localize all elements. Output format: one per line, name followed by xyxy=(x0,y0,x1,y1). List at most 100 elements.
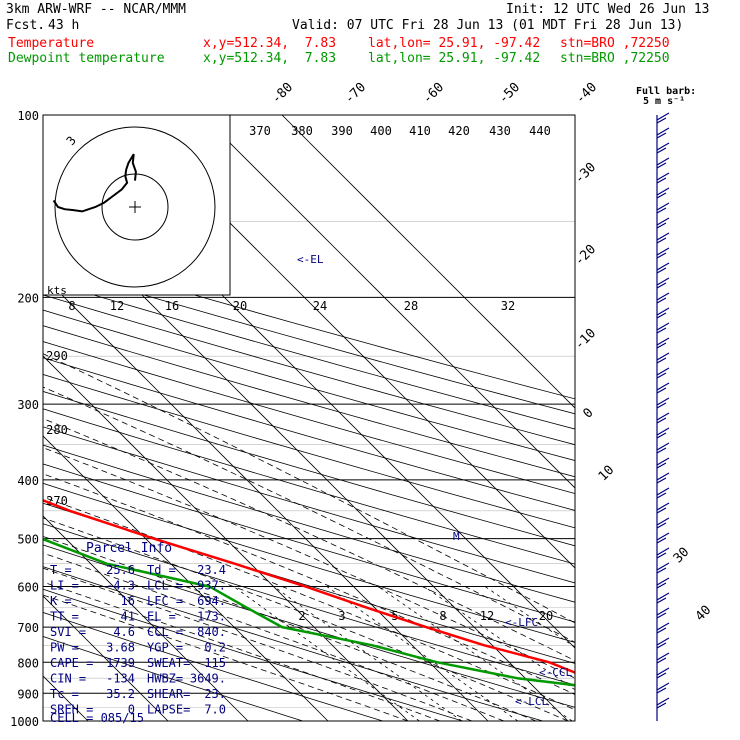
wind-barb-half xyxy=(656,237,667,244)
pressure-label: 500 xyxy=(17,533,39,547)
wind-barb-half xyxy=(656,312,667,319)
parcel-info-cell: CELL = 085/15 xyxy=(50,711,144,725)
wind-barb xyxy=(656,262,670,271)
dry-adiabat-line xyxy=(43,523,575,686)
wind-barb-half xyxy=(656,582,667,589)
wind-barb-half xyxy=(656,327,667,334)
parcel-row-value: 0 xyxy=(128,703,135,717)
temperature-profile xyxy=(43,498,575,674)
theta-label: 420 xyxy=(448,124,470,138)
wind-barb-half xyxy=(656,537,667,544)
mixing-ratio-line xyxy=(233,586,420,721)
dewpoint-profile xyxy=(43,537,575,687)
isotherm-label: -70 xyxy=(342,80,369,107)
isotherm-label: 30 xyxy=(671,545,693,567)
hodograph-speed-label: 16 xyxy=(165,299,179,313)
wind-barb-title: Full barb: xyxy=(636,86,696,97)
mixing-ratio-label: 2 xyxy=(298,609,305,623)
wind-barb-half xyxy=(656,267,667,274)
wind-barb xyxy=(656,667,670,676)
wind-barb xyxy=(656,652,670,661)
hodograph-speed-label: 32 xyxy=(501,299,515,313)
wind-barb xyxy=(656,592,670,601)
dry-adiabat-line xyxy=(43,309,575,461)
dry-adiabat-line xyxy=(43,444,575,603)
parcel-row-label2: YGP = xyxy=(147,641,183,655)
parcel-row-label: SREH = xyxy=(50,703,93,717)
dry-adiabat-line xyxy=(43,250,575,400)
wind-barb xyxy=(656,202,670,211)
wind-barb xyxy=(656,502,670,511)
wind-barb xyxy=(656,187,670,196)
isotherm-label: -50 xyxy=(496,80,523,107)
mixing-ratio-line xyxy=(424,586,575,691)
parcel-row-label: T = xyxy=(50,563,72,577)
isotherm-label: -60 xyxy=(420,80,447,107)
parcel-row-label: K = xyxy=(50,594,72,608)
wind-barb xyxy=(656,532,670,541)
parcel-row-label2: SHEAR= xyxy=(147,687,190,701)
isotherm-label: 40 xyxy=(693,603,715,625)
parcel-row-label2: EL = xyxy=(147,610,176,624)
wind-barb xyxy=(656,307,670,316)
parcel-info-panel: Parcel Info T = 25.6 Td = 23.4 LI = -4.3 LCL =… xyxy=(50,541,226,725)
wind-barb xyxy=(656,382,670,391)
hodograph-units: kts xyxy=(47,284,67,297)
dry-adiabat-line xyxy=(43,426,575,584)
wind-barb-half xyxy=(656,462,667,469)
wind-barb xyxy=(656,562,670,571)
parcel-row-value: 25.6 xyxy=(106,563,135,577)
wind-barb-half xyxy=(656,507,667,514)
moist-adiabat-line xyxy=(43,517,569,721)
parcel-row-value: 1739 xyxy=(106,656,135,670)
wind-barb-half xyxy=(656,552,667,559)
dry-adiabat-line xyxy=(43,463,575,623)
isotherm-line xyxy=(281,115,575,409)
wind-barb-half xyxy=(656,522,667,529)
wind-barb-half xyxy=(656,702,667,709)
parcel-row-value: 16 xyxy=(121,594,135,608)
wind-barb-half xyxy=(656,132,667,139)
valid-time: Valid: 07 UTC Fri 28 Jun 13 (01 MDT Fri … xyxy=(292,18,684,33)
wind-barb-half xyxy=(656,282,667,289)
parcel-row-label: TT = xyxy=(50,610,79,624)
pressure-label: 100 xyxy=(17,109,39,123)
theta-label: 390 xyxy=(331,124,353,138)
isotherm-label: -80 xyxy=(269,80,296,107)
wind-barb xyxy=(656,352,670,361)
wind-barb xyxy=(656,697,670,706)
wind-barb xyxy=(656,247,670,256)
moist-adiabat-line xyxy=(43,473,575,695)
parcel-row-value: -4.3 xyxy=(106,579,135,593)
wind-barb xyxy=(656,112,670,121)
wind-barb-half xyxy=(656,402,667,409)
wind-barb xyxy=(656,217,670,226)
theta-label: 400 xyxy=(370,124,392,138)
isotherm-label: 0 xyxy=(580,405,596,421)
wind-barb xyxy=(656,622,670,631)
lcl-marker: <-LCL xyxy=(515,695,548,708)
wind-barb-half xyxy=(656,252,667,259)
parcel-row-label2: Td = xyxy=(147,563,176,577)
parcel-row-value2: 840. xyxy=(197,625,226,639)
dry-adiabat-line xyxy=(43,325,575,478)
parcel-info-title: Parcel Info xyxy=(86,541,172,556)
pressure-label: 700 xyxy=(17,621,39,635)
theta-label: 430 xyxy=(489,124,511,138)
pressure-label: 800 xyxy=(17,656,39,670)
wind-barb-half xyxy=(656,687,667,694)
isotherm-line xyxy=(201,115,575,489)
wind-barb xyxy=(656,682,670,691)
init-time: Init: 12 UTC Wed 26 Jun 13 xyxy=(506,2,710,17)
parcel-row-label2: CCL = xyxy=(147,625,183,639)
m-marker: M xyxy=(453,530,460,543)
dewpoint-latlon: lat,lon= 25.91, -97.42 xyxy=(368,51,541,66)
parcel-row-value: 35.2 xyxy=(106,687,135,701)
isotherm-label: -30 xyxy=(572,160,599,187)
wind-barb-half xyxy=(656,222,667,229)
mixing-ratio-line xyxy=(273,586,462,721)
forecast-hours: 43 h xyxy=(48,18,80,33)
wind-barb xyxy=(656,412,670,421)
hodograph-frame xyxy=(42,114,231,296)
dry-adiabat-line xyxy=(43,636,303,721)
